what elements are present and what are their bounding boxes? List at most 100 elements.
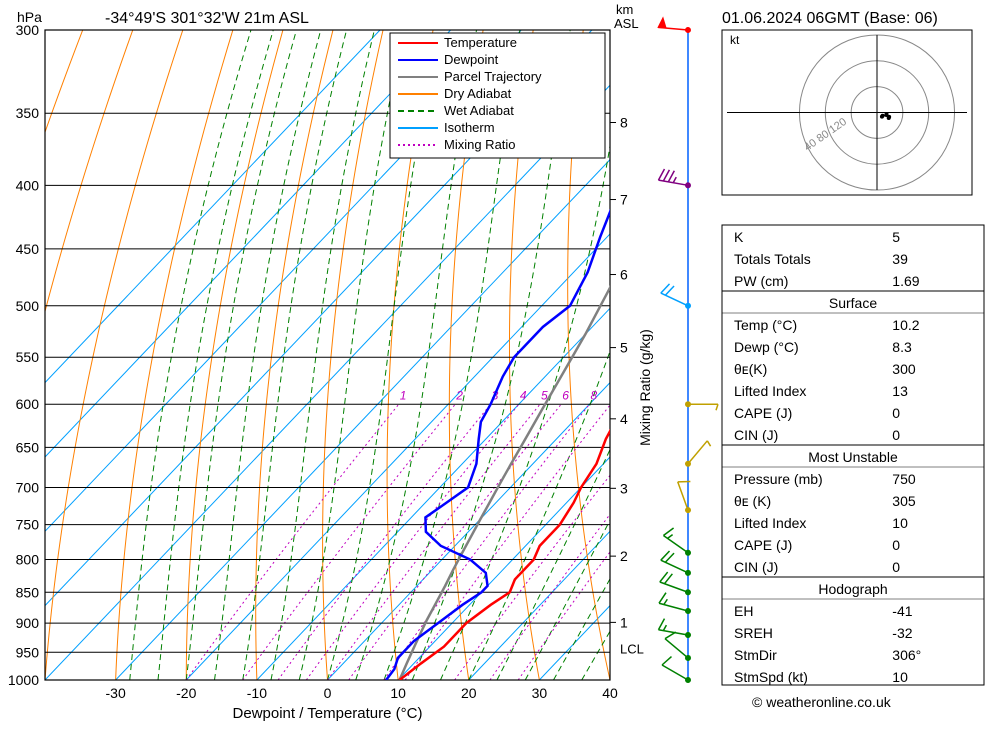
table-row-value: -32: [892, 625, 912, 641]
date-label: 01.06.2024 06GMT (Base: 06): [722, 10, 938, 27]
ytick-label: 700: [16, 479, 40, 495]
legend-label: Dewpoint: [444, 52, 499, 67]
table-row-value: 10: [892, 515, 908, 531]
xtick-label: 30: [532, 685, 548, 701]
x-axis-label: Dewpoint / Temperature (°C): [233, 705, 423, 722]
legend-label: Mixing Ratio: [444, 137, 516, 152]
svg-text:4: 4: [520, 389, 527, 403]
svg-text:3: 3: [620, 480, 628, 496]
table-row-value: 0: [892, 537, 900, 553]
svg-text:1: 1: [620, 614, 628, 630]
xtick-label: 40: [602, 685, 618, 701]
table-row-label: EH: [734, 603, 753, 619]
table-row-label: CIN (J): [734, 427, 778, 443]
table-row-label: K: [734, 229, 744, 245]
legend-label: Isotherm: [444, 120, 495, 135]
wind-barb: [661, 655, 697, 684]
xtick-label: -20: [176, 685, 196, 701]
table-row-value: 8.3: [892, 339, 912, 355]
table-row-value: 10.2: [892, 317, 919, 333]
xtick-label: 0: [324, 685, 332, 701]
table-row-value: 306°: [892, 647, 921, 663]
table-row-label: Lifted Index: [734, 383, 806, 399]
ytick-label: 950: [16, 644, 40, 660]
ytick-label: 800: [16, 552, 40, 568]
xtick-label: 20: [461, 685, 477, 701]
table-row-value: 0: [892, 427, 900, 443]
svg-text:7: 7: [620, 192, 628, 208]
svg-text:6: 6: [562, 389, 569, 403]
table-section-title: Most Unstable: [808, 449, 898, 465]
table-row-label: CAPE (J): [734, 405, 792, 421]
table-row-label: Lifted Index: [734, 515, 806, 531]
table-row-label: θᴇ(K): [734, 361, 767, 377]
table-row-value: 300: [892, 361, 916, 377]
plot-title: -34°49'S 301°32'W 21m ASL: [105, 10, 309, 27]
table-row-value: 5: [892, 229, 900, 245]
right-altitude: 1 2 3 4 5 6 7 8 kmASL: [610, 2, 639, 630]
table-row-value: -41: [892, 603, 912, 619]
svg-text:1: 1: [400, 389, 407, 403]
ytick-label: 650: [16, 439, 40, 455]
lcl-label: LCL: [620, 641, 644, 656]
table-row-value: 1.69: [892, 273, 919, 289]
wind-barb: [685, 401, 718, 410]
table-row-label: StmSpd (kt): [734, 669, 808, 685]
ytick-label: 1000: [8, 672, 39, 688]
svg-text:2: 2: [620, 548, 628, 564]
hodograph: 40 80 120kt: [722, 30, 972, 195]
wind-barb: [660, 282, 696, 310]
table-section-title: Hodograph: [818, 581, 887, 597]
table-row-label: Totals Totals: [734, 251, 811, 267]
wind-barb: [662, 526, 698, 557]
ytick-label: 400: [16, 177, 40, 193]
legend-label: Wet Adiabat: [444, 103, 514, 118]
legend: Temperature Dewpoint Parcel Trajectory Dry …: [390, 33, 605, 158]
table-row-label: PW (cm): [734, 273, 788, 289]
km-label: km: [616, 2, 633, 17]
data-table: K 5 Totals Totals 39 PW (cm) 1.69 Surface Temp …: [722, 225, 984, 685]
table-row-value: 0: [892, 559, 900, 575]
svg-text:8: 8: [620, 114, 628, 130]
xtick-label: -30: [106, 685, 126, 701]
legend-label: Parcel Trajectory: [444, 69, 542, 84]
table-row-label: Temp (°C): [734, 317, 797, 333]
svg-text:4: 4: [620, 411, 628, 427]
svg-text:5: 5: [620, 340, 628, 356]
y-left-unit: hPa: [17, 9, 42, 25]
table-section-title: Surface: [829, 295, 877, 311]
ytick-label: 900: [16, 615, 40, 631]
table-row-label: θᴇ (K): [734, 493, 771, 509]
xtick-label: 10: [390, 685, 406, 701]
xtick-label: -10: [247, 685, 267, 701]
table-row-label: Dewp (°C): [734, 339, 799, 355]
svg-text:2: 2: [455, 389, 463, 403]
mixing-ratio-axis-label: Mixing Ratio (g/kg): [637, 329, 653, 446]
table-row-value: 13: [892, 383, 908, 399]
ytick-label: 850: [16, 584, 40, 600]
ytick-label: 500: [16, 298, 40, 314]
table-row-value: 0: [892, 405, 900, 421]
table-row-label: StmDir: [734, 647, 777, 663]
legend-label: Temperature: [444, 35, 517, 50]
table-row-label: Pressure (mb): [734, 471, 823, 487]
ytick-label: 550: [16, 349, 40, 365]
svg-text:8: 8: [590, 389, 597, 403]
ytick-label: 600: [16, 396, 40, 412]
table-row-value: 750: [892, 471, 916, 487]
svg-text:ASL: ASL: [614, 16, 639, 31]
hodograph-unit: kt: [730, 33, 740, 47]
legend-label: Dry Adiabat: [444, 86, 512, 101]
wind-barb: [658, 17, 692, 33]
svg-text:6: 6: [620, 267, 628, 283]
table-row-value: 39: [892, 251, 908, 267]
ytick-label: 450: [16, 241, 40, 257]
table-row-value: 305: [892, 493, 916, 509]
table-row-label: SREH: [734, 625, 773, 641]
table-row-value: 10: [892, 669, 908, 685]
ytick-label: 750: [16, 517, 40, 533]
copyright: © weatheronline.co.uk: [752, 694, 892, 710]
table-row-label: CAPE (J): [734, 537, 792, 553]
ytick-label: 350: [16, 105, 40, 121]
table-row-label: CIN (J): [734, 559, 778, 575]
